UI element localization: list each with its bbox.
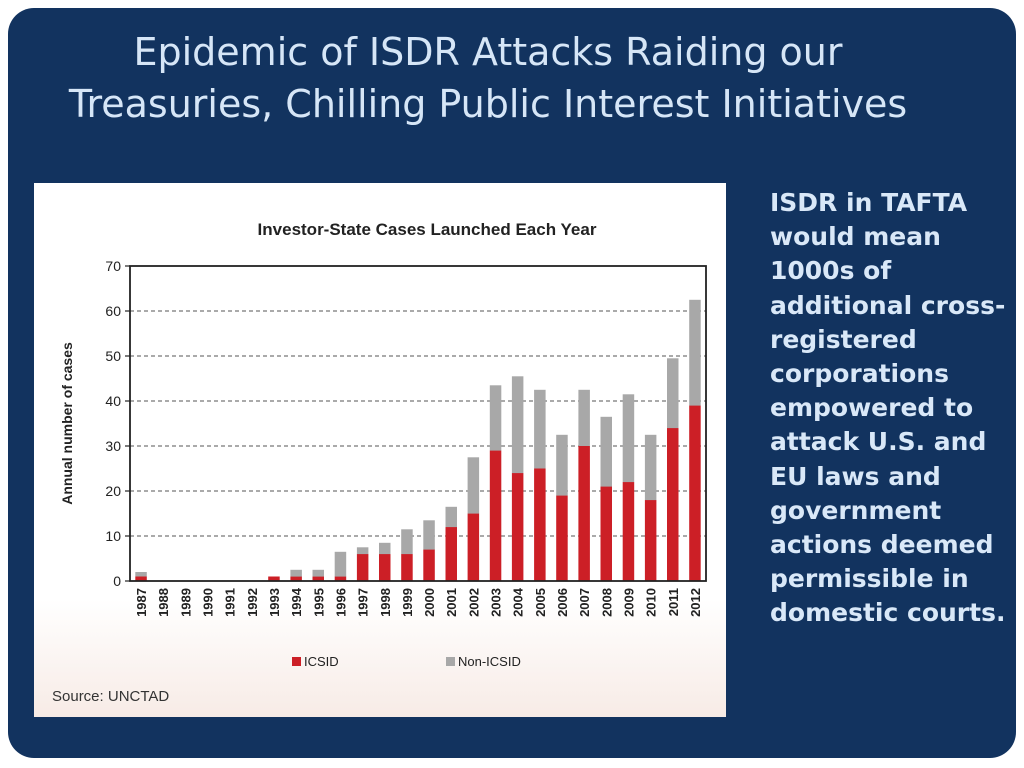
chart-title: Investor-State Cases Launched Each Year [258, 220, 597, 239]
bar-non-icsid-2007 [578, 389, 590, 446]
legend-label-icsid: ICSID [304, 654, 339, 669]
bar-non-icsid-2009 [622, 394, 635, 483]
slide-title: Epidemic of ISDR Attacks Raiding our Tre… [28, 26, 948, 130]
bar-non-icsid-2000 [423, 520, 435, 550]
y-tick-label: 40 [105, 393, 121, 409]
bar-non-icsid-1998 [379, 542, 391, 555]
y-tick-label: 50 [105, 348, 121, 364]
bar-icsid-1995 [312, 576, 324, 581]
bar-non-icsid-2006 [556, 434, 568, 496]
x-tick-label: 2003 [489, 588, 504, 617]
slide-title-line-2: Treasuries, Chilling Public Interest Ini… [68, 82, 908, 126]
bar-non-icsid-1997 [356, 547, 369, 555]
bar-icsid-1994 [290, 576, 302, 581]
x-tick-label: 1995 [311, 588, 326, 617]
x-tick-label: 1998 [378, 588, 393, 617]
bars [135, 299, 701, 581]
legend-swatch-non-icsid [446, 657, 455, 666]
x-tick-label: 2000 [422, 588, 437, 617]
x-tick-label: 2005 [533, 588, 548, 617]
bar-icsid-1999 [401, 554, 413, 581]
x-tick-label: 2011 [666, 588, 681, 616]
bar-icsid-2006 [556, 495, 568, 581]
bar-non-icsid-2004 [511, 376, 524, 474]
y-tick-label: 0 [113, 573, 121, 589]
y-tick-label: 20 [105, 483, 121, 499]
x-tick-label: 1990 [201, 588, 216, 617]
bar-non-icsid-2008 [600, 416, 612, 487]
plot-frame [129, 265, 707, 582]
y-tick-label: 10 [105, 528, 121, 544]
x-tick-label: 1992 [245, 588, 260, 617]
bar-icsid-2001 [445, 527, 457, 581]
bar-icsid-2012 [689, 405, 701, 581]
x-tick-label: 2010 [644, 588, 659, 617]
x-tick-label: 1994 [289, 587, 304, 617]
legend-swatch-icsid [292, 657, 301, 666]
y-tick-label: 30 [105, 438, 121, 454]
bar-chart: Investor-State Cases Launched Each Year … [52, 220, 707, 705]
x-tick-label: 2002 [466, 588, 481, 617]
y-tick-label: 60 [105, 303, 121, 319]
bar-icsid-2010 [644, 500, 657, 581]
bar-non-icsid-1994 [290, 569, 302, 577]
gridlines [130, 310, 706, 537]
bar-non-icsid-1996 [334, 551, 347, 577]
bar-icsid-1996 [334, 576, 347, 581]
bar-icsid-2005 [534, 468, 546, 581]
x-tick-label: 1987 [134, 588, 149, 617]
x-tick-label: 1996 [334, 588, 349, 617]
x-tick-labels: 1987 1988 1989 1990 1991 1992 1993 1994 1995 1996… [134, 587, 703, 617]
x-tick-label: 2004 [511, 587, 526, 617]
bar-icsid-2011 [667, 428, 679, 581]
bar-non-icsid-1987 [135, 572, 147, 577]
x-tick-label: 2001 [444, 588, 459, 617]
bar-icsid-1997 [356, 554, 369, 581]
x-tick-label: 1989 [178, 588, 193, 617]
bar-icsid-2002 [467, 513, 480, 581]
x-tick-label: 1999 [400, 588, 415, 617]
x-tick-label: 1988 [156, 588, 171, 617]
x-tick-label: 2012 [688, 588, 703, 617]
bar-icsid-1993 [268, 576, 280, 581]
slide-title-line-1: Epidemic of ISDR Attacks Raiding our [133, 30, 843, 74]
y-tick-label: 70 [105, 258, 121, 274]
bar-icsid-2007 [578, 446, 590, 581]
source-note: Source: UNCTAD [52, 688, 169, 705]
bar-icsid-1987 [135, 576, 147, 581]
bar-non-icsid-2011 [667, 358, 679, 429]
side-text: ISDR in TAFTA would mean 1000s of additi… [770, 188, 1006, 628]
x-tick-label: 2006 [555, 588, 570, 617]
y-axis-label: Annual number of cases [59, 342, 75, 505]
legend: ICSID Non-ICSID [292, 654, 521, 669]
slide: Epidemic of ISDR Attacks Raiding our Tre… [8, 8, 1016, 758]
x-tick-label: 1997 [356, 588, 371, 617]
bar-non-icsid-2001 [445, 506, 457, 528]
bar-non-icsid-1995 [312, 569, 324, 577]
x-tick-label: 2008 [599, 588, 614, 617]
bar-non-icsid-2012 [689, 299, 701, 406]
bar-non-icsid-2002 [467, 457, 480, 514]
x-tick-label: 1993 [267, 588, 282, 617]
bar-icsid-2009 [622, 482, 635, 581]
bar-icsid-2008 [600, 486, 612, 581]
bar-icsid-2004 [511, 473, 524, 581]
bar-non-icsid-2010 [644, 434, 657, 501]
bar-non-icsid-2005 [534, 389, 546, 469]
bar-icsid-2003 [489, 450, 502, 581]
x-tick-label: 2009 [622, 588, 637, 617]
bar-icsid-2000 [423, 549, 435, 581]
x-tick-label: 2007 [577, 588, 592, 617]
bar-non-icsid-1999 [401, 529, 413, 555]
legend-label-non-icsid: Non-ICSID [458, 654, 521, 669]
x-tick-label: 1991 [223, 588, 238, 617]
y-tick-labels: 0 10 20 30 40 50 60 70 [105, 258, 130, 589]
bar-icsid-1998 [379, 554, 391, 581]
chart-panel: Investor-State Cases Launched Each Year … [34, 183, 726, 717]
bar-non-icsid-2003 [489, 385, 502, 451]
